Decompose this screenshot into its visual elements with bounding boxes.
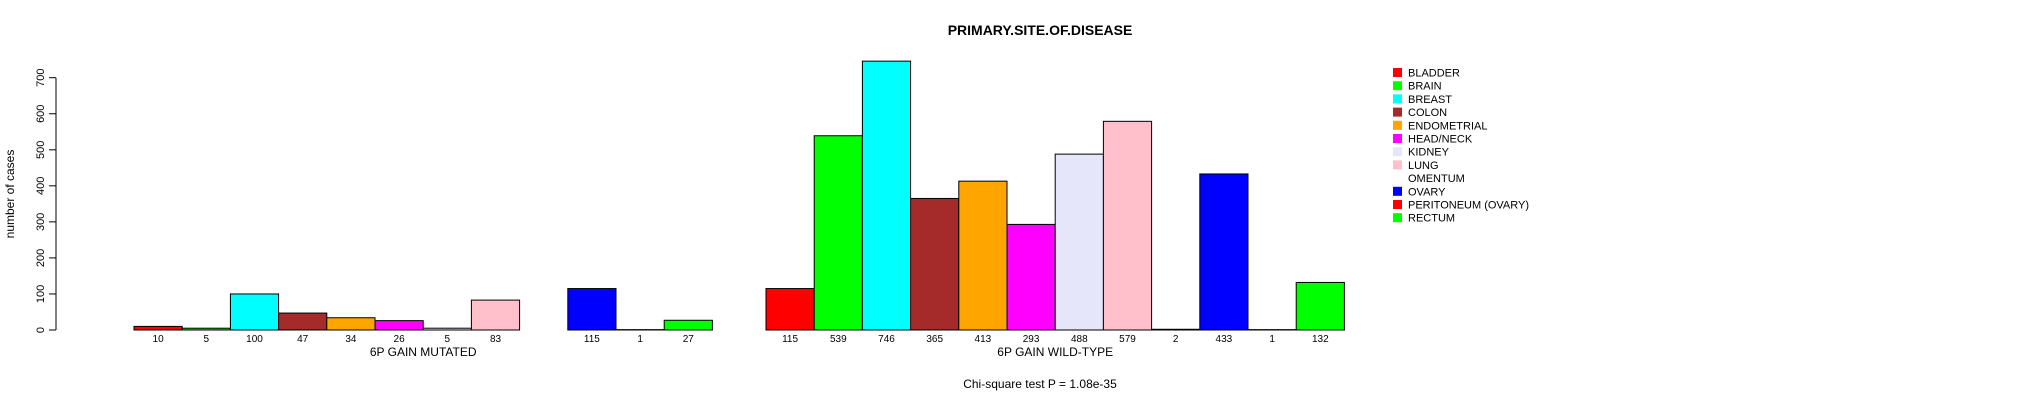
value-label: 26	[394, 334, 406, 345]
value-label: 1	[1269, 334, 1275, 345]
value-label: 488	[1071, 334, 1088, 345]
legend-label: KIDNEY	[1408, 147, 1450, 159]
bar	[1054, 153, 1104, 331]
value-label: 115	[584, 334, 600, 345]
value-label: 10	[153, 334, 165, 345]
value-label: 27	[683, 334, 695, 345]
legend-swatch	[1393, 186, 1402, 196]
chi-square-note: Chi-square test P = 1.08e-35	[963, 377, 1117, 391]
bar	[958, 180, 1008, 331]
bar	[133, 325, 183, 331]
value-label: 132	[1312, 334, 1329, 345]
value-label: 413	[975, 334, 992, 345]
bar	[229, 293, 280, 331]
bar	[765, 288, 815, 331]
legend-swatch	[1393, 120, 1402, 130]
legend-swatch	[1393, 81, 1402, 91]
legend-swatch	[1393, 107, 1402, 117]
value-label: 83	[490, 334, 502, 345]
group-labels: 6P GAIN MUTATED 6P GAIN WILD-TYPE	[370, 345, 1113, 359]
legend-label: COLON	[1408, 107, 1447, 119]
y-axis-label: number of cases	[3, 150, 17, 239]
bar	[470, 299, 521, 331]
value-label: 746	[878, 334, 895, 345]
value-label: 115	[782, 334, 798, 345]
legend-swatch	[1393, 134, 1402, 143]
legend-label: BRAIN	[1408, 81, 1442, 93]
legend-swatch	[1393, 94, 1402, 104]
value-label: 34	[345, 334, 357, 345]
y-tick-label: 500	[35, 141, 47, 159]
bar	[1295, 281, 1345, 331]
bar	[374, 320, 424, 331]
legend-swatch	[1393, 200, 1402, 209]
value-labels: 10 5 100 47 34 26 5 83 115 1 27 115 539 746 365 413 293 4…	[153, 334, 1330, 345]
bar	[181, 327, 231, 331]
legend-swatch	[1393, 147, 1402, 157]
bar	[1199, 173, 1249, 331]
y-tick-label: 100	[35, 285, 47, 303]
legend-label: BLADDER	[1408, 68, 1460, 80]
legend-label: HEAD/NECK	[1408, 134, 1473, 146]
value-label: 100	[246, 334, 263, 345]
bar	[567, 288, 617, 331]
y-tick-label: 700	[35, 69, 47, 87]
legend-swatch	[1393, 173, 1402, 183]
legend-label: BREAST	[1408, 94, 1452, 106]
value-label: 5	[445, 334, 451, 345]
legend-label: OMENTUM	[1408, 173, 1465, 185]
y-tick-label: 400	[35, 177, 47, 195]
chart-title: PRIMARY.SITE.OF.DISEASE	[948, 22, 1133, 38]
legend-label: RECTUM	[1408, 213, 1455, 225]
value-label: 1	[637, 334, 643, 345]
group-label: 6P GAIN WILD-TYPE	[997, 345, 1113, 359]
value-label: 5	[204, 334, 210, 345]
value-label: 433	[1216, 334, 1233, 345]
bar	[813, 135, 863, 331]
value-label: 365	[926, 334, 943, 345]
value-label: 2	[1173, 334, 1179, 345]
legend-label: PERITONEUM (OVARY)	[1408, 200, 1529, 212]
y-tick-label: 600	[35, 105, 47, 123]
y-tick-label: 300	[35, 213, 47, 231]
y-axis: 0 100 200 300 400 500 600 700	[35, 69, 57, 333]
bar	[1102, 120, 1153, 331]
bar	[1151, 328, 1201, 331]
y-tick-label: 200	[35, 249, 47, 267]
value-label: 293	[1023, 334, 1040, 345]
bar	[1006, 223, 1056, 331]
bar	[326, 317, 376, 331]
bar	[422, 327, 472, 331]
legend-label: ENDOMETRIAL	[1408, 120, 1487, 132]
legend-label: LUNG	[1408, 160, 1439, 172]
y-tick-label: 0	[35, 327, 47, 333]
bar	[663, 319, 713, 331]
legend-swatch	[1393, 68, 1402, 77]
bar	[910, 197, 960, 331]
legend-label: OVARY	[1408, 186, 1446, 198]
value-label: 539	[830, 334, 847, 345]
value-label: 47	[297, 334, 309, 345]
bars	[133, 60, 1345, 331]
bar	[861, 60, 912, 331]
bar	[278, 312, 328, 331]
group-label: 6P GAIN MUTATED	[370, 345, 477, 359]
value-label: 579	[1119, 334, 1136, 345]
legend-swatch	[1393, 160, 1402, 170]
legend-swatch	[1393, 213, 1402, 223]
